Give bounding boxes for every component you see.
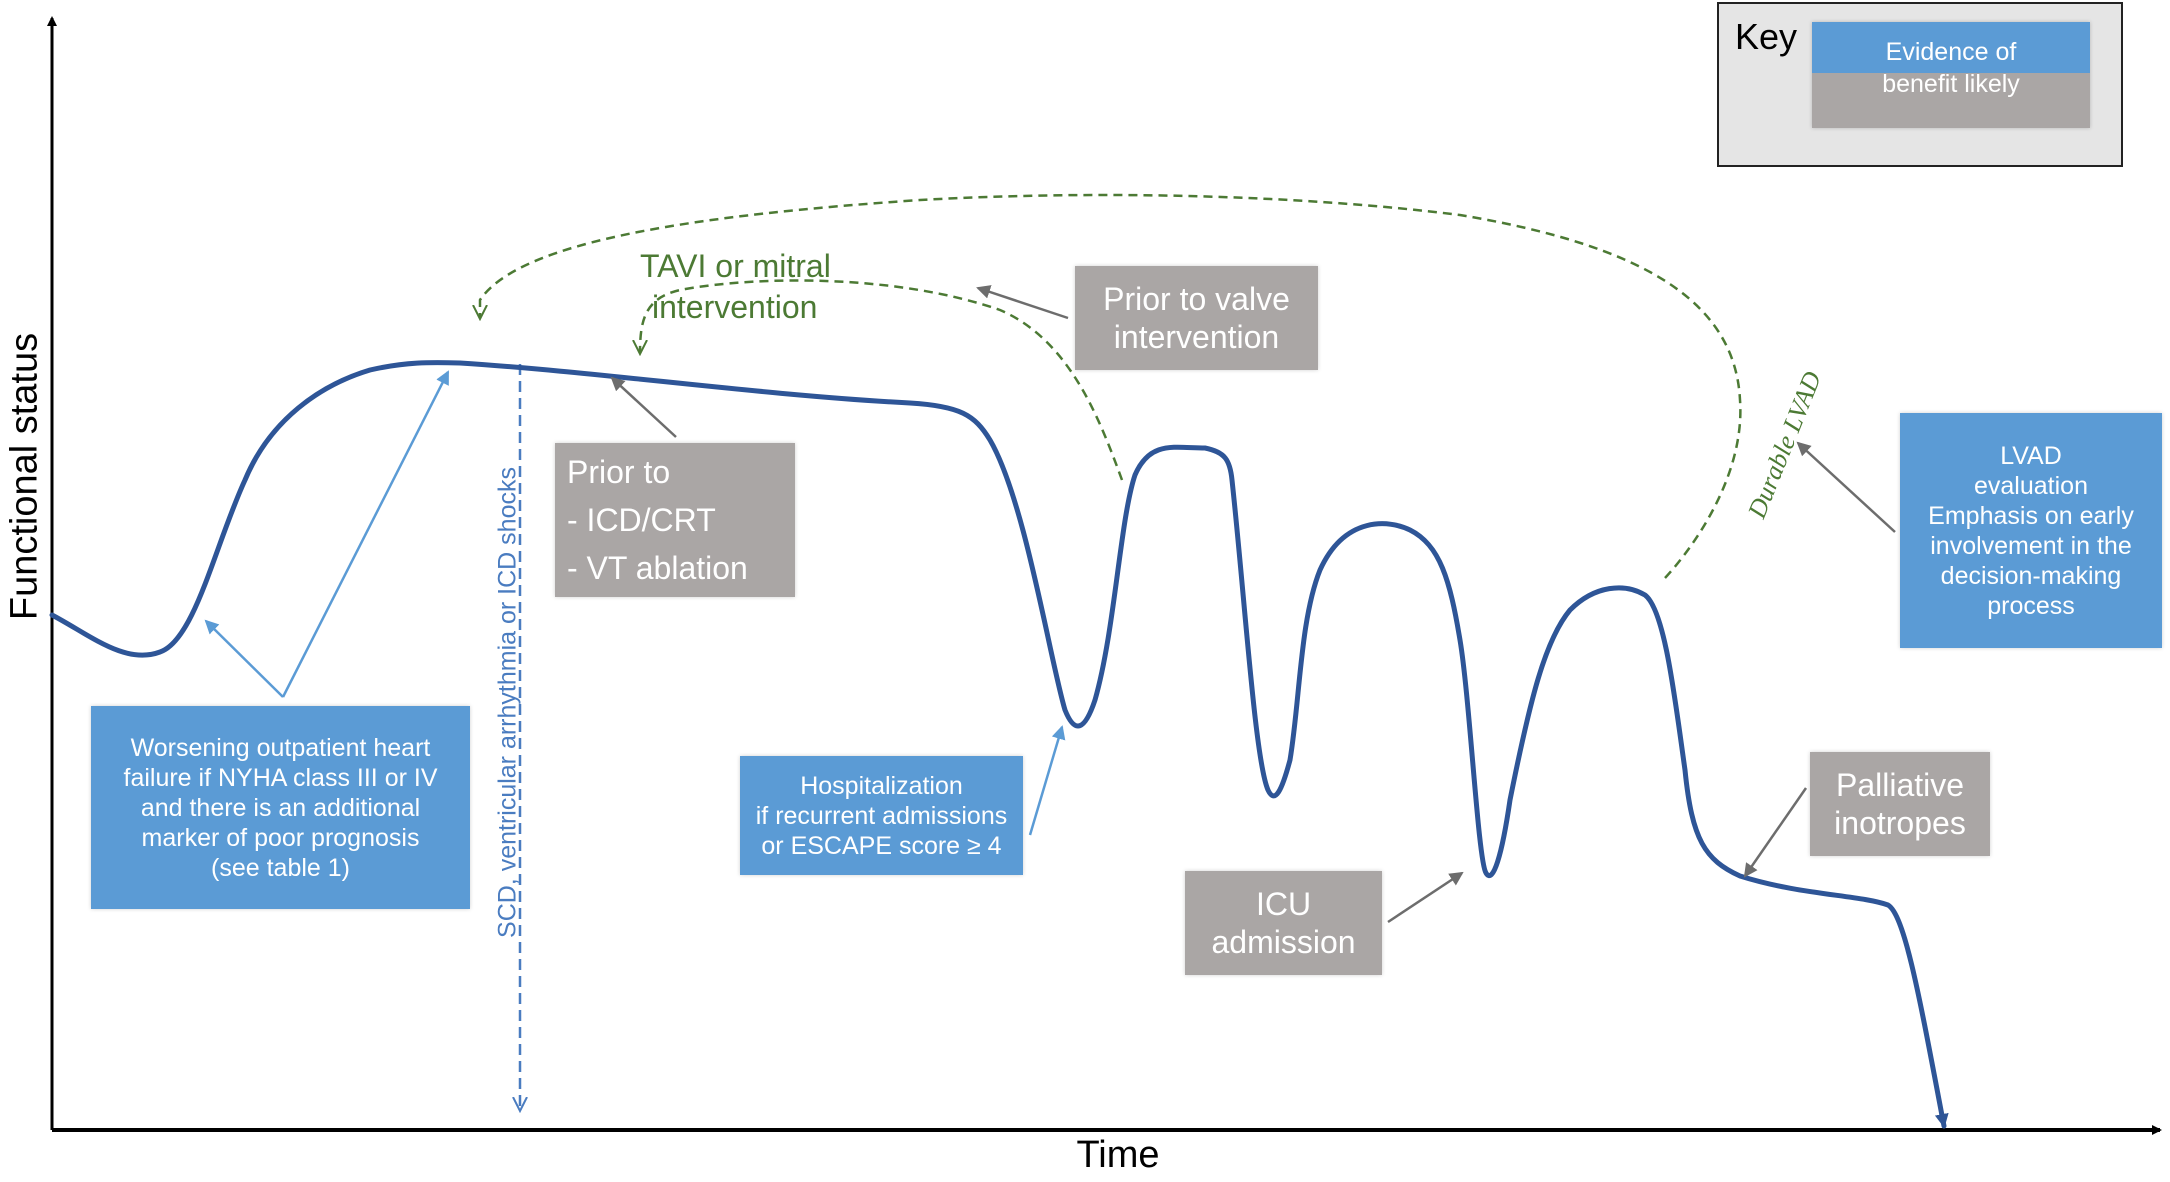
tavi-line-1: TAVI or mitral — [640, 248, 831, 284]
prior-icd-arrow — [610, 376, 677, 438]
worsening-line-1: Worsening outpatient heart — [130, 733, 431, 762]
prior-valve-line-2: intervention — [1113, 319, 1280, 355]
lvad-line-4: involvement in the — [1930, 531, 2132, 560]
hospitalization-box: Hospitalization if recurrent admissions … — [740, 756, 1023, 875]
worsening-line-5: (see table 1) — [211, 853, 350, 882]
prior-valve-box: Prior to valve intervention — [1075, 266, 1318, 370]
prior-icd-line-3: - VT ablation — [567, 550, 748, 586]
hospitalization-line-1: Hospitalization — [800, 771, 963, 800]
legend-title: Key — [1735, 16, 1798, 57]
prior-valve-line-1: Prior to valve — [1103, 280, 1290, 317]
scd-line-label: SCD, ventricular arrhythmia or ICD shock… — [493, 467, 522, 938]
hospitalization-line-3: or ESCAPE score ≥ 4 — [761, 831, 1002, 860]
prior-icd-line-1: Prior to — [567, 454, 671, 490]
hospitalization-arrow — [1028, 725, 1066, 836]
durable-lvad-dashed-arrow — [480, 193, 1742, 579]
worsening-line-4: marker of poor prognosis — [141, 823, 420, 852]
x-axis-label: Time — [1076, 1134, 1160, 1176]
prior-icd-box: Prior to - ICD/CRT - VT ablation — [555, 443, 795, 597]
legend-key: Key Evidence of benefit likely — [1717, 2, 2123, 167]
tavi-label: TAVI or mitral intervention — [640, 246, 831, 328]
hospitalization-line-2: if recurrent admissions — [755, 801, 1008, 830]
palliative-line-2: inotropes — [1834, 805, 1966, 841]
palliative-line-1: Palliative — [1835, 766, 1965, 803]
tavi-dashed-arrow — [640, 279, 1124, 481]
lvad-line-2: evaluation — [1974, 471, 2088, 500]
worsening-outpatient-box: Worsening outpatient heart failure if NY… — [91, 706, 470, 909]
y-axis-label: Functional status — [3, 332, 46, 621]
prior-valve-arrow — [976, 285, 1069, 320]
worsening-line-2: failure if NYHA class III or IV — [123, 763, 438, 792]
palliative-inotropes-box: Palliative inotropes — [1810, 752, 1990, 856]
lvad-line-6: process — [1987, 591, 2075, 620]
lvad-arrow — [1796, 441, 1896, 533]
icu-line-1: ICU — [1255, 885, 1312, 922]
functional-status-curve — [49, 360, 1949, 1129]
tavi-line-2: intervention — [652, 289, 818, 325]
worsening-arrow-2 — [281, 370, 450, 698]
worsening-line-3: and there is an additional — [140, 793, 421, 822]
prior-icd-line-2: - ICD/CRT — [567, 502, 716, 538]
lvad-evaluation-box: LVAD evaluation Emphasis on early involv… — [1900, 413, 2162, 648]
icu-arrow — [1387, 871, 1464, 924]
legend-swatch: Evidence of benefit likely — [1812, 22, 2090, 128]
lvad-line-1: LVAD — [2000, 441, 2062, 470]
palliative-arrow — [1743, 787, 1808, 878]
lvad-line-3: Emphasis on early — [1928, 501, 2134, 530]
lvad-line-5: decision-making — [1940, 561, 2122, 590]
icu-admission-box: ICU admission — [1185, 871, 1382, 975]
legend-swatch-line2: benefit likely — [1882, 70, 2020, 98]
legend-swatch-line1: Evidence of — [1885, 38, 2017, 66]
worsening-arrow-1 — [204, 619, 284, 698]
icu-line-2: admission — [1211, 924, 1356, 960]
